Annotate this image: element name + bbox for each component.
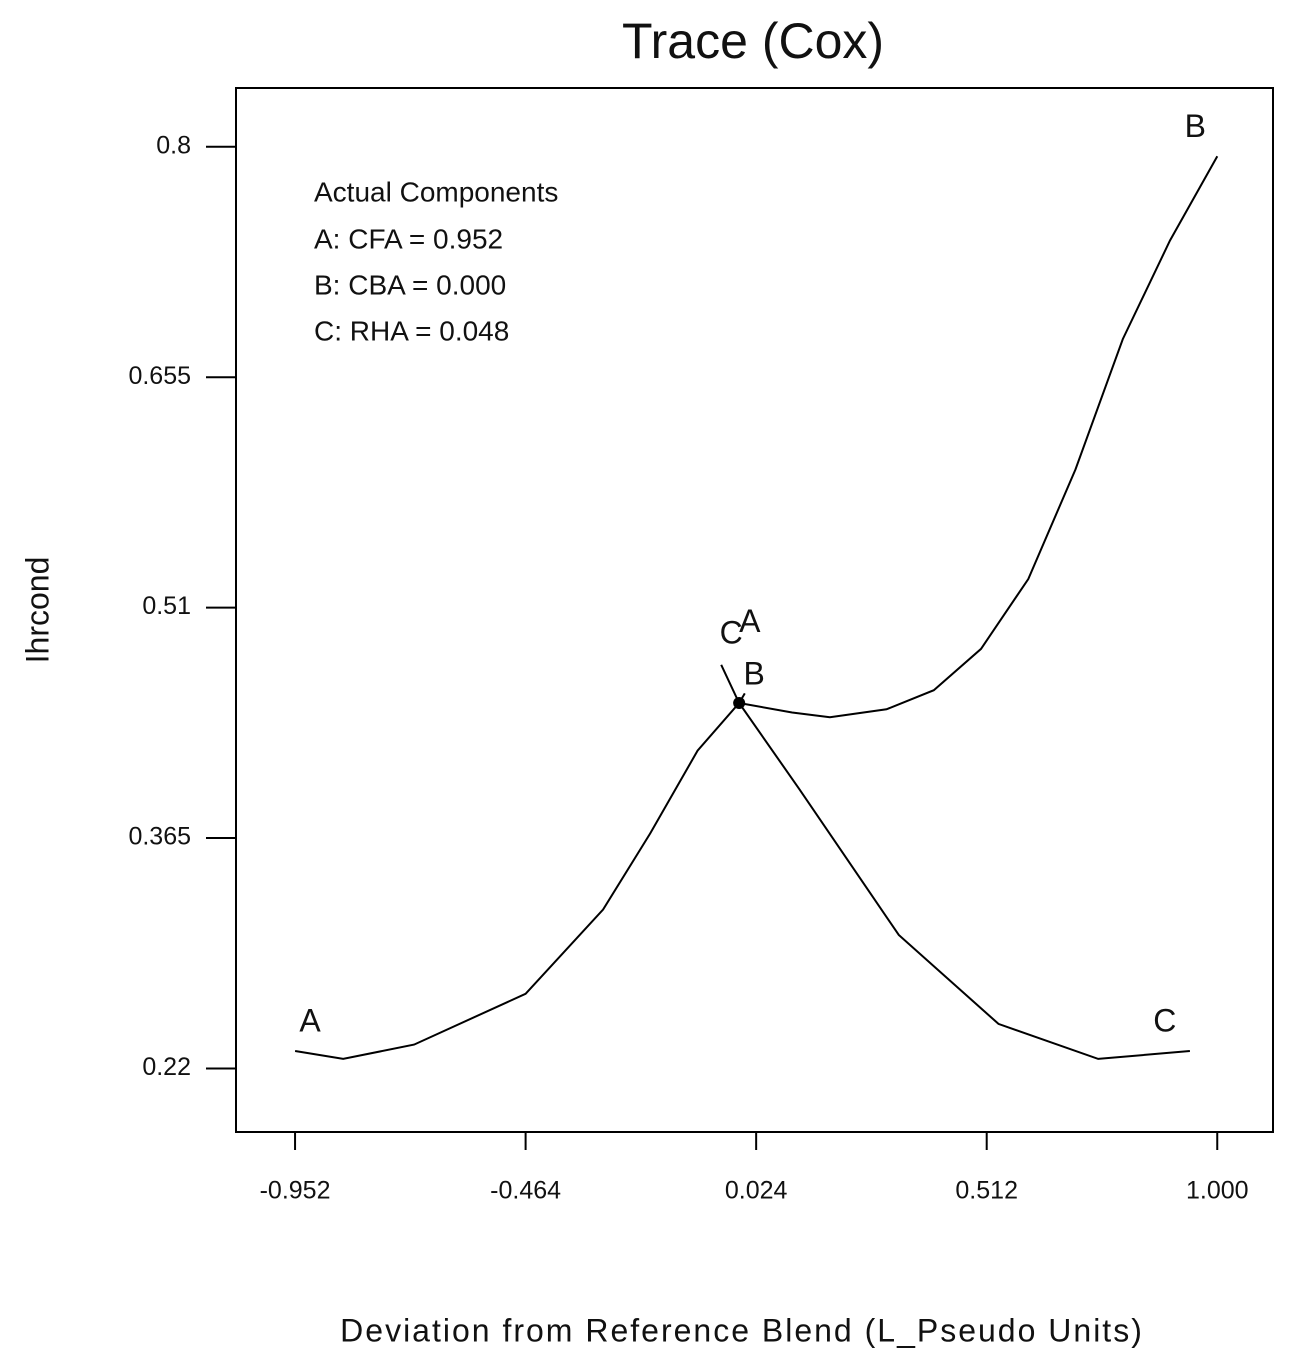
reference-point bbox=[733, 696, 746, 709]
annotation: A: CFA = 0.952 bbox=[314, 223, 503, 254]
annotation: Actual Components bbox=[314, 176, 558, 207]
y-tick-label: 0.51 bbox=[142, 592, 191, 620]
annotation: B: CBA = 0.000 bbox=[314, 269, 506, 300]
trace-line bbox=[720, 664, 1190, 1060]
plot-frame bbox=[235, 87, 1274, 1133]
annotation: C: RHA = 0.048 bbox=[314, 315, 509, 346]
trace-line bbox=[738, 155, 1219, 719]
x-axis-label: Deviation from Reference Blend (L_Pseudo… bbox=[340, 1312, 1144, 1348]
trace-line bbox=[294, 692, 746, 1060]
curve-label: A bbox=[739, 603, 761, 639]
x-tick-label: -0.952 bbox=[260, 1177, 331, 1205]
curve-label: B bbox=[1185, 108, 1206, 144]
curve-label: C bbox=[1153, 1002, 1176, 1038]
x-tick-label: 0.024 bbox=[725, 1177, 788, 1205]
y-tick-label: 0.22 bbox=[142, 1053, 191, 1081]
chart-title: Trace (Cox) bbox=[622, 13, 884, 69]
curve-label: A bbox=[299, 1002, 321, 1038]
x-tick-label: 1.000 bbox=[1186, 1177, 1249, 1205]
curve-label: C bbox=[720, 614, 743, 650]
y-tick-label: 0.655 bbox=[128, 362, 191, 390]
curve-label: B bbox=[743, 655, 764, 691]
x-tick-label: 0.512 bbox=[955, 1177, 1018, 1205]
y-tick-label: 0.8 bbox=[156, 131, 191, 159]
x-tick-label: -0.464 bbox=[490, 1177, 561, 1205]
y-axis-label: Ihrcond bbox=[19, 557, 55, 664]
y-tick-label: 0.365 bbox=[128, 823, 191, 851]
